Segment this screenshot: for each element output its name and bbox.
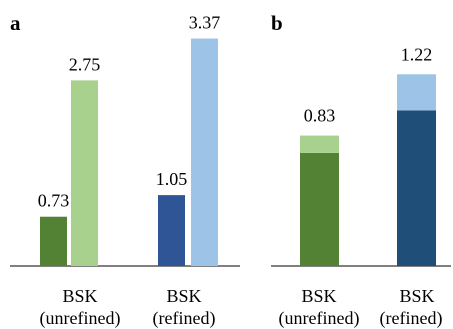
panel-b-bar-1-segment-1 <box>300 152 339 266</box>
panel-b-category-2-line-1: BSK <box>399 286 434 306</box>
panel-a-bars <box>40 38 218 267</box>
panel-b-total-label-1: 0.83 <box>304 106 336 126</box>
panel-a-value-label-2-2: 3.37 <box>189 13 221 33</box>
panel-a-category-2-line-2: (refined) <box>153 308 216 329</box>
panel-b-category-1-line-1: BSK <box>301 286 336 306</box>
panel-a-value-label-1-1: 0.73 <box>38 191 70 211</box>
panel-b-category-1-line-2: (unrefined) <box>279 308 360 329</box>
panel-a-value-label-1-2: 2.75 <box>69 54 101 74</box>
panel-b-label: b <box>271 11 283 35</box>
panel-b: b 0.83 1.22 BSK (unrefined) BSK (refined) <box>271 11 451 329</box>
panel-b-category-2-line-2: (refined) <box>380 308 443 329</box>
panel-a-bar-1-2 <box>71 80 98 266</box>
panel-a-category-1-line-2: (unrefined) <box>40 308 121 329</box>
panel-a-bar-2-2 <box>191 38 218 267</box>
panel-b-bar-2-segment-2 <box>397 74 436 111</box>
panel-a-value-label-2-1: 1.05 <box>156 169 188 189</box>
panel-a: a 0.73 2.75 1.05 3.37 BSK (unrefined) BSK (… <box>10 11 240 329</box>
panel-b-total-label-2: 1.22 <box>401 44 433 64</box>
panel-b-bars <box>300 74 436 266</box>
panel-a-bar-1-1 <box>40 216 67 266</box>
panel-a-category-2-line-1: BSK <box>166 286 201 306</box>
panel-b-bar-2-segment-1 <box>397 110 436 266</box>
panel-a-label: a <box>10 11 21 35</box>
panel-a-category-1-line-1: BSK <box>62 286 97 306</box>
panel-a-value-labels: 0.73 2.75 1.05 3.37 <box>38 13 221 211</box>
panel-b-bar-1-segment-2 <box>300 135 339 153</box>
panel-a-bar-2-1 <box>158 195 185 266</box>
panel-b-value-labels: 0.83 1.22 <box>304 44 433 125</box>
